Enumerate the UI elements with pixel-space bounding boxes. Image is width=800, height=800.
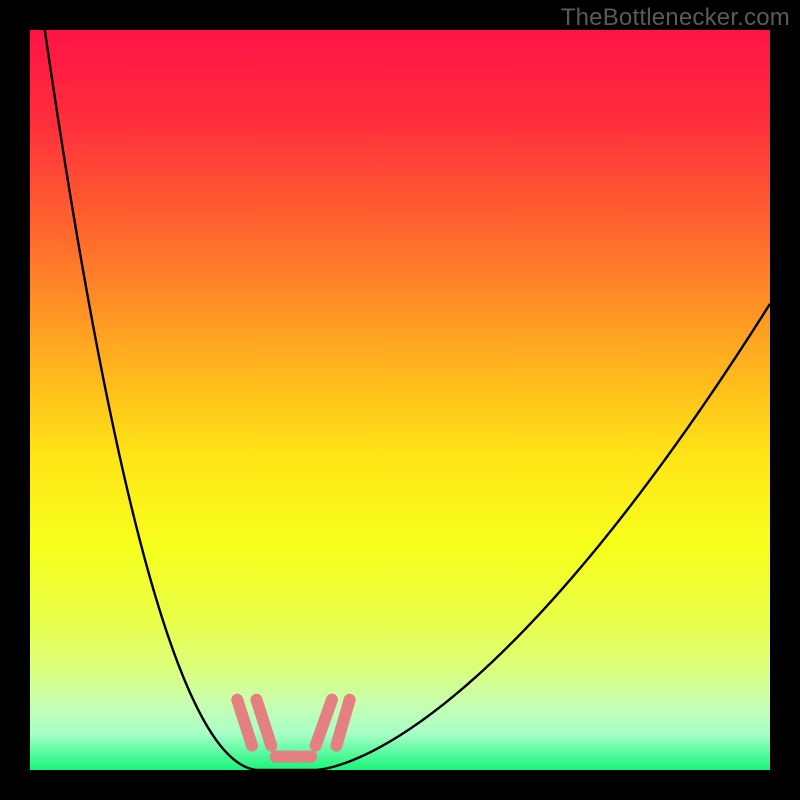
watermark-text: TheBottleneсker.com xyxy=(561,4,790,32)
chart-container: TheBottleneсker.com xyxy=(0,0,800,800)
plot-area-gradient xyxy=(30,30,770,770)
chart-svg xyxy=(0,0,800,800)
